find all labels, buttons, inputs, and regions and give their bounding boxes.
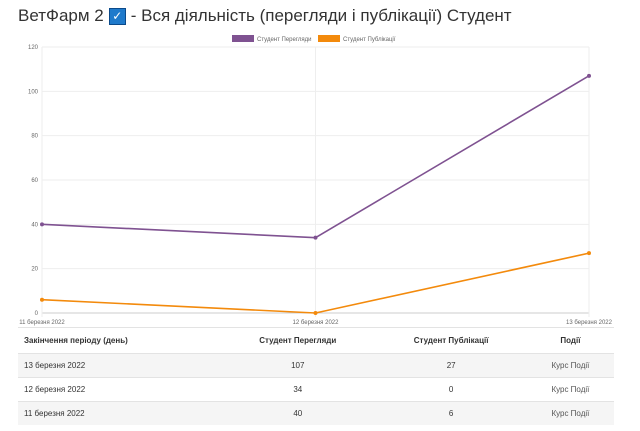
x-tick-label: 11 березня 2022 <box>19 320 65 326</box>
table-row: 11 березня 2022 40 6 Курс Події <box>18 401 614 425</box>
data-point <box>587 73 591 78</box>
report-name: - Вся діяльність (перегляди і публікації… <box>130 6 512 25</box>
x-tick-label: 12 березня 2022 <box>293 320 340 326</box>
y-tick-label: 0 <box>35 311 39 317</box>
table-row: 13 березня 2022 107 27 Курс Події <box>18 353 614 378</box>
col-header-posts: Студент Публікації <box>375 327 527 354</box>
legend-swatch <box>318 35 340 42</box>
y-tick-label: 40 <box>31 222 38 228</box>
course-name: ВетФарм 2 <box>18 6 104 25</box>
views-cell: 34 <box>220 377 376 402</box>
data-table: Закінчення періоду (день) Студент Перегл… <box>18 327 614 425</box>
posts-cell: 6 <box>375 401 527 425</box>
course-events-link[interactable]: Курс Події <box>551 385 590 394</box>
course-events-link[interactable]: Курс Події <box>551 409 590 418</box>
period-cell: 11 березня 2022 <box>18 401 221 425</box>
views-cell: 107 <box>220 353 376 378</box>
x-tick-label: 13 березня 2022 <box>566 320 613 326</box>
line-chart: 0 20 40 60 80 100 120 11 березня 2022 12 березня… <box>19 35 613 326</box>
posts-cell: 27 <box>375 353 527 378</box>
data-point <box>40 297 44 302</box>
y-tick-label: 60 <box>31 178 38 184</box>
data-point <box>40 222 44 227</box>
page-title: ВетФарм 2 ✓ - Вся діяльність (перегляди … <box>18 6 512 26</box>
data-point <box>313 311 318 315</box>
legend-swatch <box>232 35 254 42</box>
posts-cell: 0 <box>375 377 527 402</box>
y-tick-label: 80 <box>31 134 38 140</box>
table-row: 12 березня 2022 34 0 Курс Події <box>18 377 614 402</box>
y-tick-label: 20 <box>31 267 38 273</box>
data-point <box>313 235 318 240</box>
views-cell: 40 <box>220 401 376 425</box>
period-cell: 13 березня 2022 <box>18 353 221 378</box>
legend-label: Студент Перегляди <box>257 37 312 43</box>
col-header-events: Події <box>526 327 614 354</box>
col-header-views: Студент Перегляди <box>220 327 376 354</box>
checkbox-icon: ✓ <box>108 7 126 25</box>
course-events-link[interactable]: Курс Події <box>551 361 590 370</box>
legend-label: Студент Публікації <box>343 37 396 43</box>
data-point <box>587 251 591 256</box>
table-header-row: Закінчення періоду (день) Студент Перегл… <box>18 327 614 354</box>
col-header-period: Закінчення періоду (день) <box>18 327 221 354</box>
y-tick-label: 100 <box>28 89 39 95</box>
y-tick-label: 120 <box>28 45 39 51</box>
period-cell: 12 березня 2022 <box>18 377 221 402</box>
